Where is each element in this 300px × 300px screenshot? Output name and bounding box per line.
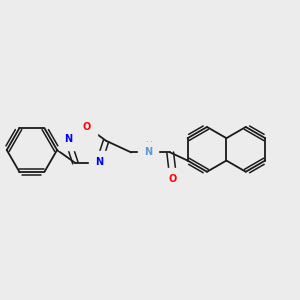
- Text: H: H: [145, 141, 152, 150]
- Text: O: O: [83, 122, 91, 132]
- Text: O: O: [169, 174, 177, 184]
- Text: N: N: [95, 157, 103, 166]
- Text: N: N: [144, 147, 152, 158]
- Text: N: N: [64, 134, 72, 144]
